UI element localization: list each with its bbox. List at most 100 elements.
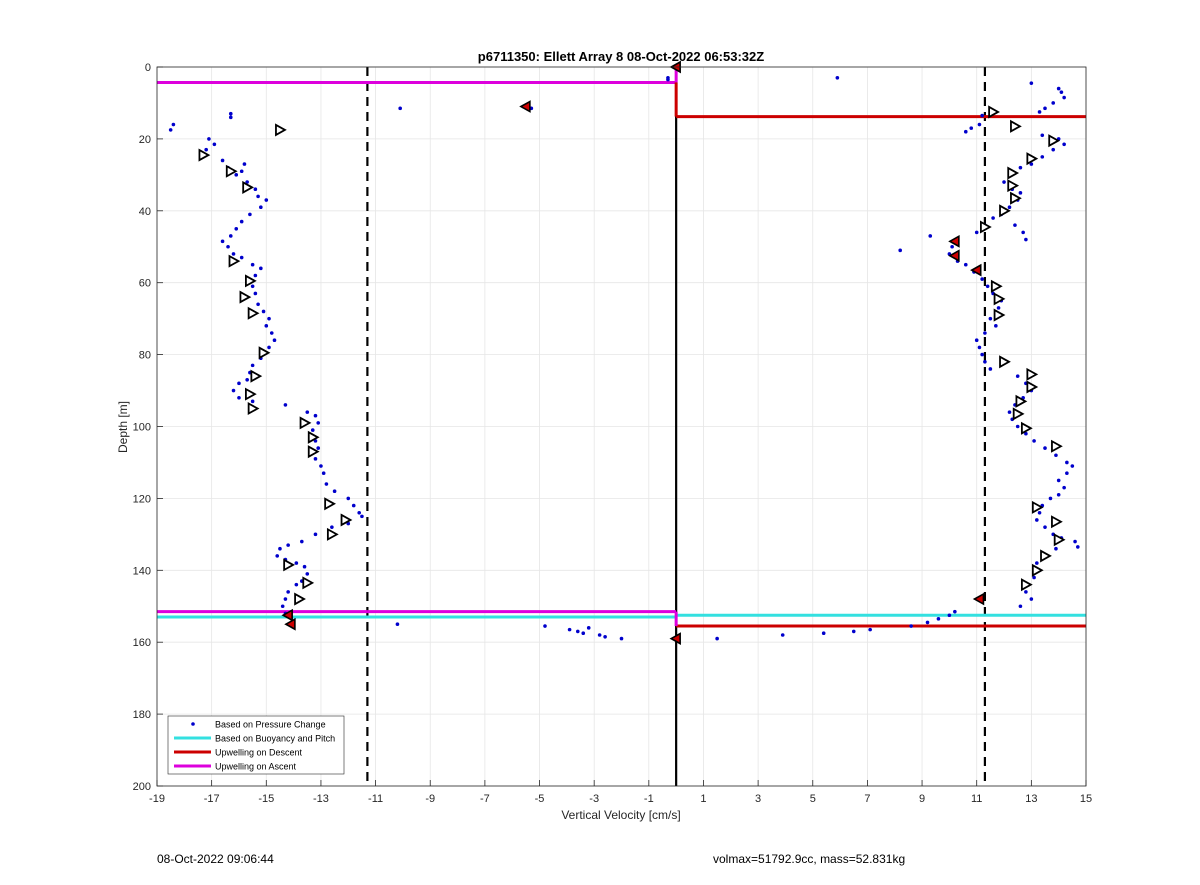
descent-marker	[1053, 533, 1066, 547]
pressure-change-point	[267, 316, 271, 321]
x-tick-label: 3	[755, 793, 761, 805]
descent-marker	[242, 180, 255, 194]
pressure-change-point	[1043, 106, 1047, 111]
pressure-change-point	[250, 399, 255, 404]
descent-marker	[1048, 134, 1061, 148]
pressure-change-point	[980, 113, 984, 118]
pressure-change-point	[1062, 95, 1066, 100]
pressure-change-point	[928, 234, 933, 238]
pressure-change-point	[666, 75, 670, 80]
pressure-change-point	[1062, 142, 1066, 147]
pressure-change-point	[1002, 180, 1006, 184]
pressure-change-point	[310, 428, 315, 432]
legend-swatch-dot	[191, 722, 195, 726]
pressure-change-point	[1065, 471, 1069, 476]
descent-marker	[302, 576, 315, 590]
descent-marker	[1007, 166, 1020, 180]
y-tick-label: 140	[133, 565, 151, 577]
pressure-change-point	[1051, 147, 1056, 152]
pressure-change-point	[269, 331, 274, 335]
descent-marker	[258, 346, 271, 360]
descent-marker	[299, 416, 312, 430]
descent-marker	[247, 401, 260, 416]
pressure-change-point	[821, 631, 826, 636]
descent-marker	[993, 308, 1006, 322]
pressure-change-point	[977, 122, 982, 127]
pressure-change-point	[316, 421, 321, 425]
descent-marker	[1015, 394, 1028, 408]
pressure-change-point	[1073, 539, 1077, 544]
chart-title: p6711350: Ellett Array 8 08-Oct-2022 06:…	[478, 49, 764, 64]
descent-marker	[999, 355, 1011, 369]
pressure-change-point	[261, 309, 266, 314]
pressure-change-point	[168, 128, 173, 132]
y-tick-label: 80	[139, 350, 151, 362]
pressure-change-point	[543, 624, 547, 628]
descent-marker	[1031, 500, 1044, 514]
pressure-change-point	[994, 324, 998, 328]
descent-marker	[1031, 563, 1044, 577]
pressure-change-point	[996, 306, 1001, 310]
x-tick-label: 7	[864, 793, 870, 805]
upwelling-marker	[284, 617, 296, 631]
descent-marker	[326, 527, 339, 541]
x-tick-label: -7	[480, 793, 490, 805]
pressure-change-point	[567, 627, 572, 632]
descent-marker	[239, 290, 252, 304]
descent-marker	[993, 292, 1006, 306]
y-axis-label: Depth [m]	[116, 401, 130, 453]
pressure-change-point	[1043, 525, 1047, 529]
pressure-change-point	[226, 244, 230, 249]
pressure-change-point	[1054, 546, 1058, 551]
pressure-change-point	[330, 525, 334, 529]
pressure-change-point	[245, 377, 249, 382]
pressure-change-point	[398, 106, 402, 111]
pressure-change-point	[280, 604, 285, 609]
pressure-change-point	[1024, 431, 1028, 436]
pressure-change-point	[245, 180, 249, 184]
pressure-change-point	[319, 464, 323, 468]
pressure-change-point	[1035, 518, 1039, 522]
pressure-change-point	[988, 367, 993, 371]
legend-label: Based on Buoyancy and Pitch	[215, 734, 335, 744]
upwelling-markers	[281, 60, 985, 645]
descent-marker	[1040, 549, 1052, 563]
descent-marker	[307, 445, 320, 459]
pressure-change-point	[619, 636, 624, 641]
upwelling-marker	[669, 632, 681, 645]
x-tick-label: 13	[1025, 793, 1037, 805]
pressure-change-point	[234, 173, 239, 177]
pressure-change-point	[597, 633, 602, 637]
pressure-change-point	[250, 284, 255, 289]
pressure-change-point	[983, 359, 987, 364]
x-tick-label: -3	[589, 793, 599, 805]
pressure-change-point	[1029, 81, 1034, 85]
x-tick-label: 1	[700, 793, 706, 805]
pressure-change-point	[242, 162, 247, 166]
upwelling-marker	[972, 592, 985, 606]
pressure-change-point	[1043, 446, 1047, 450]
pressure-change-point	[231, 252, 236, 256]
descent-marker	[244, 274, 257, 288]
upwelling-marker	[519, 100, 531, 113]
y-tick-label: 200	[133, 781, 151, 793]
descent-marker	[250, 369, 263, 383]
pressure-change-point	[228, 115, 233, 120]
pressure-change-point	[980, 352, 984, 357]
x-tick-label: 9	[919, 793, 925, 805]
pressure-change-point	[239, 169, 244, 174]
pressure-change-point	[1029, 597, 1034, 601]
pressure-change-point	[313, 532, 318, 537]
pressure-change-point	[1024, 590, 1028, 594]
pressure-change-point	[980, 277, 984, 281]
descent-marker	[283, 558, 296, 572]
pressure-change-point	[1037, 110, 1042, 114]
descent-marker	[1010, 119, 1022, 133]
pressure-change-point	[575, 629, 580, 634]
descent-marker	[1020, 421, 1033, 435]
x-tick-label: -13	[313, 793, 329, 805]
y-tick-label: 100	[133, 422, 151, 434]
pressure-change-point	[963, 129, 968, 134]
pressure-change-point	[171, 122, 176, 127]
